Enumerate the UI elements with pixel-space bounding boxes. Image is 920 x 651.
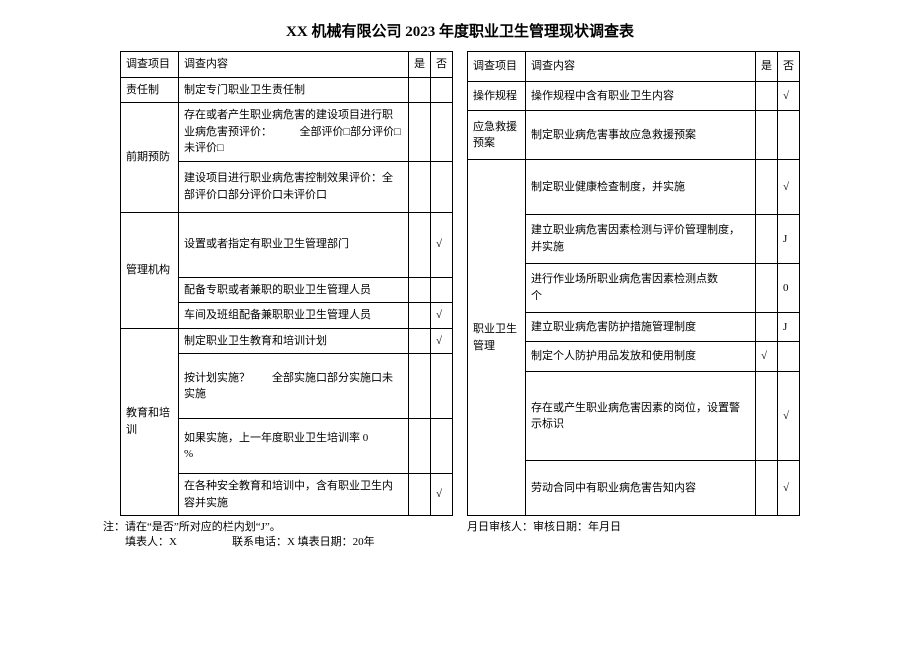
no-cell: √ [778,81,800,111]
content-cell: 存在或者产生职业病危害的建设项目进行职业病危害预评价： 全部评价□部分评价□未评… [179,103,409,162]
no-cell: J [778,215,800,264]
yes-cell [409,328,431,354]
no-cell [431,354,453,419]
footnote-line: 填表人：X 联系电话：X 填表日期：20年 [103,535,453,550]
table-row: 管理机构 设置或者指定有职业卫生管理部门 √ [121,212,453,277]
category-cell: 责任制 [121,77,179,103]
category-cell: 职业卫生管理 [468,160,526,516]
no-cell [431,103,453,162]
content-cell: 操作规程中含有职业卫生内容 [526,81,756,111]
yes-cell [409,161,431,212]
hdr-category: 调查项目 [121,52,179,78]
page-title: XX 机械有限公司 2023 年度职业卫生管理现状调查表 [30,20,890,41]
yes-cell: √ [756,342,778,372]
yes-cell [756,160,778,215]
yes-cell [409,212,431,277]
hdr-yes: 是 [756,52,778,82]
table-row: 责任制 制定专门职业卫生责任制 [121,77,453,103]
content-cell: 进行作业场所职业病危害因素检测点数 个 [526,263,756,312]
no-cell: 0 [778,263,800,312]
yes-cell [756,461,778,516]
yes-cell [409,303,431,329]
content-cell: 建立职业病危害防护措施管理制度 [526,312,756,342]
table-row: 操作规程 操作规程中含有职业卫生内容 √ [468,81,800,111]
hdr-content: 调查内容 [526,52,756,82]
footnote-left: 注：请在“是否”所对应的栏内划“J”。 填表人：X 联系电话：X 填表日期：20… [103,520,453,551]
yes-cell [756,111,778,160]
table-row: 应急救援预案 制定职业病危害事故应急救援预案 [468,111,800,160]
footnote-line: 注：请在“是否”所对应的栏内划“J”。 [103,520,453,535]
yes-cell [756,81,778,111]
content-cell: 建设项目进行职业病危害控制效果评价：全部评价口部分评价口未评价口 [179,161,409,212]
table-row: 职业卫生管理 制定职业健康检查制度，并实施 √ [468,160,800,215]
category-cell: 管理机构 [121,212,179,328]
no-cell: √ [431,303,453,329]
content-cell: 存在或产生职业病危害因素的岗位，设置警示标识 [526,372,756,461]
no-cell [431,277,453,303]
yes-cell [409,354,431,419]
content-cell: 建立职业病危害因素检测与评价管理制度，并实施 [526,215,756,264]
survey-table-right: 调查项目 调查内容 是 否 操作规程 操作规程中含有职业卫生内容 √ 应急救援预… [467,51,800,516]
content-cell: 制定专门职业卫生责任制 [179,77,409,103]
table-row: 前期预防 存在或者产生职业病危害的建设项目进行职业病危害预评价： 全部评价□部分… [121,103,453,162]
no-cell [431,161,453,212]
footnote-right: 月日审核人：审核日期：年月日 [467,520,817,551]
no-cell: √ [431,212,453,277]
no-cell: √ [431,328,453,354]
no-cell [431,419,453,474]
yes-cell [409,474,431,516]
category-cell: 前期预防 [121,103,179,213]
content-cell: 制定职业病危害事故应急救援预案 [526,111,756,160]
content-cell: 制定职业健康检查制度，并实施 [526,160,756,215]
content-cell: 制定个人防护用品发放和使用制度 [526,342,756,372]
footnotes: 注：请在“是否”所对应的栏内划“J”。 填表人：X 联系电话：X 填表日期：20… [30,520,890,551]
category-cell: 应急救援预案 [468,111,526,160]
content-cell: 劳动合同中有职业病危害告知内容 [526,461,756,516]
content-cell: 如果实施，上一年度职业卫生培训率 0 % [179,419,409,474]
hdr-yes: 是 [409,52,431,78]
no-cell [778,342,800,372]
category-cell: 操作规程 [468,81,526,111]
no-cell: J [778,312,800,342]
yes-cell [756,263,778,312]
hdr-content: 调查内容 [179,52,409,78]
table-header-row: 调查项目 调查内容 是 否 [121,52,453,78]
yes-cell [409,277,431,303]
no-cell: √ [431,474,453,516]
content-cell: 配备专职或者兼职的职业卫生管理人员 [179,277,409,303]
no-cell [778,111,800,160]
no-cell: √ [778,461,800,516]
tables-container: 调查项目 调查内容 是 否 责任制 制定专门职业卫生责任制 前期预防 存在或者产… [30,51,890,516]
category-cell: 教育和培训 [121,328,179,516]
yes-cell [409,77,431,103]
content-cell: 制定职业卫生教育和培训计划 [179,328,409,354]
yes-cell [756,312,778,342]
content-cell: 设置或者指定有职业卫生管理部门 [179,212,409,277]
table-header-row: 调查项目 调查内容 是 否 [468,52,800,82]
content-cell: 按计划实施？ 全部实施口部分实施口未实施 [179,354,409,419]
yes-cell [409,419,431,474]
table-row: 教育和培训 制定职业卫生教育和培训计划 √ [121,328,453,354]
hdr-no: 否 [778,52,800,82]
hdr-no: 否 [431,52,453,78]
content-cell: 车间及班组配备兼职职业卫生管理人员 [179,303,409,329]
hdr-category: 调查项目 [468,52,526,82]
no-cell [431,77,453,103]
no-cell: √ [778,372,800,461]
yes-cell [756,372,778,461]
yes-cell [756,215,778,264]
yes-cell [409,103,431,162]
content-cell: 在各种安全教育和培训中，含有职业卫生内容并实施 [179,474,409,516]
footnote-line: 月日审核人：审核日期：年月日 [467,520,817,535]
survey-table-left: 调查项目 调查内容 是 否 责任制 制定专门职业卫生责任制 前期预防 存在或者产… [120,51,453,516]
no-cell: √ [778,160,800,215]
